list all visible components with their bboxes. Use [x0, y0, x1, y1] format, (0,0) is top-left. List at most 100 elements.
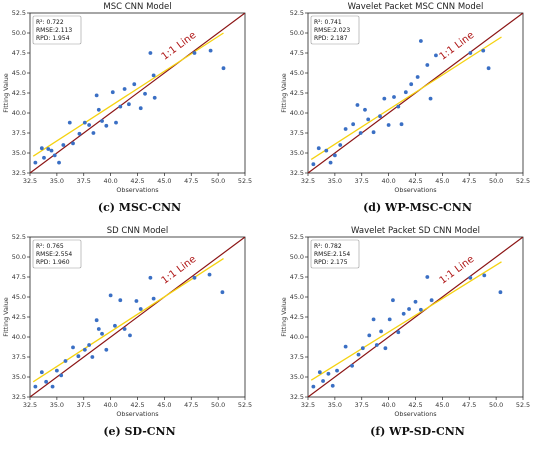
data-point [425, 63, 430, 67]
x-tick-label: 50.0 [489, 177, 503, 185]
data-point [311, 384, 316, 389]
data-point [396, 330, 401, 335]
data-point [355, 103, 360, 107]
data-point [192, 51, 197, 55]
data-point [409, 82, 414, 87]
data-point [396, 104, 401, 109]
y-axis-label: Fitting Value [280, 297, 288, 337]
data-point [49, 148, 54, 153]
data-point [104, 347, 109, 352]
x-tick-label: 50.0 [211, 401, 225, 409]
data-point [378, 114, 382, 119]
data-point [413, 299, 418, 304]
data-point [96, 327, 101, 331]
data-point [87, 343, 92, 347]
x-tick-label: 45.0 [157, 401, 171, 409]
y-tick-label: 35.0 [12, 149, 26, 157]
data-point [371, 130, 376, 135]
data-point [100, 119, 104, 123]
data-point [122, 327, 127, 331]
data-point [151, 73, 156, 78]
data-point [132, 82, 137, 87]
y-tick-label: 45.0 [290, 293, 304, 301]
x-axis-label: Observations [394, 186, 437, 194]
data-point [379, 329, 383, 334]
data-point [94, 318, 99, 323]
data-point [324, 148, 329, 153]
data-point [90, 355, 95, 359]
data-point [71, 345, 75, 350]
data-point [383, 346, 388, 351]
data-point [82, 347, 87, 352]
data-point [356, 352, 361, 357]
y-tick-label: 37.5 [290, 353, 304, 361]
x-tick-label: 35.0 [328, 177, 342, 185]
data-point [63, 359, 68, 363]
y-tick-label: 42.5 [290, 89, 304, 97]
data-point [425, 275, 430, 279]
stats-line: RMSE:2.113 [36, 27, 72, 34]
data-point [401, 311, 406, 316]
x-tick-label: 45.0 [435, 401, 449, 409]
x-tick-label: 52.5 [238, 401, 252, 409]
y-tick-label: 37.5 [290, 129, 304, 137]
panel-caption: (c) MSC-CNN [98, 201, 181, 214]
x-tick-label: 47.5 [184, 177, 198, 185]
stats-line: RMSE:2.554 [36, 251, 72, 258]
x-tick-label: 35.0 [50, 177, 64, 185]
data-point [387, 317, 392, 322]
data-point [108, 293, 113, 298]
data-point [61, 143, 66, 147]
plot-area [308, 13, 523, 173]
x-tick-label: 52.5 [516, 177, 530, 185]
y-tick-label: 50.0 [12, 253, 26, 261]
data-point [386, 123, 391, 127]
y-tick-label: 32.5 [12, 393, 26, 401]
data-point [429, 298, 434, 303]
data-point [33, 160, 38, 165]
data-point [399, 122, 404, 127]
y-tick-label: 50.0 [290, 253, 304, 261]
stats-box [310, 239, 360, 269]
stats-line: RPD: 2.187 [314, 35, 348, 42]
y-tick-label: 47.5 [12, 273, 26, 281]
x-tick-label: 40.0 [382, 177, 396, 185]
panel-caption: (d) WP-MSC-CNN [363, 201, 472, 214]
data-point [343, 127, 348, 131]
y-tick-label: 47.5 [12, 49, 26, 57]
y-axis-label: Fitting Value [2, 73, 10, 113]
stats-line: R²: 0.741 [314, 19, 342, 26]
x-axis-label: Observations [394, 410, 437, 418]
y-tick-label: 47.5 [290, 273, 304, 281]
y-tick-label: 52.5 [290, 9, 304, 17]
x-tick-label: 47.5 [462, 177, 476, 185]
data-point [207, 272, 212, 277]
x-tick-label: 45.0 [157, 177, 171, 185]
stats-line: R²: 0.782 [314, 243, 342, 250]
chart-panel-2: Wavelet Packet MSC CNN Model 32.5 35.0 37.5… [280, 2, 530, 214]
data-point [363, 107, 367, 112]
data-point [468, 51, 473, 55]
x-tick-label: 45.0 [435, 177, 449, 185]
data-point [94, 93, 99, 98]
x-tick-label: 50.0 [489, 401, 503, 409]
data-point [332, 153, 337, 158]
x-tick-label: 37.5 [77, 177, 91, 185]
data-point [382, 96, 387, 101]
data-point [104, 123, 109, 128]
x-tick-label: 47.5 [462, 401, 476, 409]
y-tick-label: 50.0 [290, 29, 304, 37]
data-point [46, 147, 51, 151]
stats-line: RPD: 2.175 [314, 259, 348, 266]
y-tick-label: 42.5 [290, 313, 304, 321]
data-point [33, 384, 38, 389]
data-point [338, 143, 343, 147]
x-tick-label: 42.5 [130, 177, 144, 185]
y-axis-label: Fitting Value [2, 297, 10, 337]
data-point [82, 120, 87, 125]
data-point [208, 48, 213, 53]
chart-panel-3: SD CNN Model 32.5 35.0 37.5 40.0 42.5 45.0 47.5… [2, 226, 252, 438]
data-point [360, 346, 365, 351]
data-point [91, 131, 96, 135]
